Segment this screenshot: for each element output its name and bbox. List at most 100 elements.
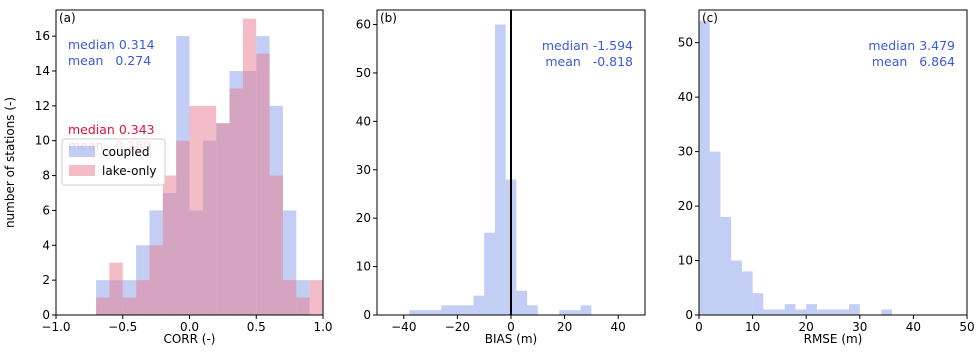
y-tick-label: 30 xyxy=(356,163,371,177)
y-tick-label: 40 xyxy=(356,114,371,128)
panel-c: 0 10 20 30 40 50 0 10 20 30 40 50 RMSE (m) (c) median … xyxy=(678,9,975,346)
bar-coupled xyxy=(527,305,538,315)
panel-label: (a) xyxy=(59,11,76,25)
y-tick-label: 0 xyxy=(42,308,50,322)
bar-coupled xyxy=(784,304,796,315)
legend-swatch-coupled xyxy=(69,146,95,157)
bar-lake-only xyxy=(122,297,137,315)
y-tick-label: 10 xyxy=(356,260,371,274)
bar-coupled xyxy=(881,309,892,315)
panel-label: (c) xyxy=(702,11,718,25)
bar-coupled xyxy=(473,295,485,315)
y-tick-label: 4 xyxy=(42,238,50,252)
bar-lake-only xyxy=(176,140,190,315)
bar-coupled xyxy=(849,304,860,315)
x-tick-label: 20 xyxy=(799,320,814,334)
panel-a: −1.0 −0.5 0.0 0.5 1.0 0 2 4 6 8 10 12 14 16 CORR (-) nu… xyxy=(3,9,333,346)
bar-coupled xyxy=(484,232,495,315)
y-tick-label: 30 xyxy=(678,145,693,159)
x-tick-label: 40 xyxy=(906,320,921,334)
stat-median: median 0.343 xyxy=(68,122,155,137)
bar-coupled xyxy=(806,304,817,315)
x-tick-label: 30 xyxy=(852,320,867,334)
panel-b: −40 −20 0 20 40 0 10 20 30 40 50 60 BIAS (m) (b) media… xyxy=(356,9,646,346)
bar-coupled xyxy=(763,309,775,315)
legend-label-coupled: coupled xyxy=(102,145,150,159)
stat-mean: mean 0.274 xyxy=(68,53,151,68)
x-tick-label: 0.0 xyxy=(180,320,199,334)
bar-coupled xyxy=(795,309,807,315)
bar-coupled xyxy=(731,260,742,315)
bar-lake-only xyxy=(189,105,203,315)
bar-coupled xyxy=(559,310,570,315)
y-axis-label: number of stations (-) xyxy=(3,97,17,228)
bar-coupled xyxy=(462,305,474,315)
stat-mean: mean -0.818 xyxy=(545,54,633,69)
plot-frame xyxy=(698,9,968,316)
bar-lake-only xyxy=(202,105,217,315)
bar-coupled xyxy=(752,293,764,315)
bar-lake-only xyxy=(136,280,150,315)
x-axis-label: RMSE (m) xyxy=(804,332,863,346)
y-tick-label: 20 xyxy=(678,199,693,213)
y-tick-label: 8 xyxy=(42,169,50,183)
x-tick-label: 0 xyxy=(507,320,515,334)
legend: coupled lake-only xyxy=(61,138,166,186)
stat-mean: mean 6.864 xyxy=(872,54,955,69)
bar-coupled xyxy=(419,310,431,315)
bar-coupled xyxy=(516,290,528,315)
x-tick-label: 20 xyxy=(557,320,572,334)
y-tick-label: 2 xyxy=(42,273,50,287)
bar-coupled xyxy=(741,271,753,315)
x-tick-label: 50 xyxy=(959,320,974,334)
y-tick-label: 50 xyxy=(678,36,693,50)
x-tick-label: −40 xyxy=(391,320,416,334)
x-tick-label: −0.5 xyxy=(108,320,137,334)
panel-label: (b) xyxy=(380,11,397,25)
y-tick-label: 14 xyxy=(35,64,50,78)
bar-coupled xyxy=(720,216,732,315)
x-tick-label: 0 xyxy=(695,320,703,334)
x-tick-label: 1.0 xyxy=(313,320,332,334)
bar-lake-only xyxy=(162,175,177,315)
y-tick-label: 16 xyxy=(35,29,50,43)
bar-lake-only xyxy=(282,280,297,315)
bar-coupled xyxy=(409,310,420,315)
bar-coupled xyxy=(774,309,785,315)
bar-lake-only xyxy=(96,297,110,315)
bar-coupled xyxy=(699,20,710,316)
bar-lake-only xyxy=(242,18,257,315)
bar-coupled xyxy=(838,309,850,315)
legend-label-lake-only: lake-only xyxy=(102,164,157,178)
bar-coupled xyxy=(441,305,453,315)
stat-median: median 0.314 xyxy=(68,37,155,52)
y-tick-label: 50 xyxy=(356,66,371,80)
stat-median: median 3.479 xyxy=(868,38,955,53)
bar-coupled xyxy=(569,310,581,315)
x-tick-label: 10 xyxy=(745,320,760,334)
x-tick-label: 0.5 xyxy=(247,320,266,334)
bar-lake-only xyxy=(256,53,270,315)
x-axis-label: CORR (-) xyxy=(163,332,215,346)
bar-lake-only xyxy=(109,262,123,315)
y-tick-label: 12 xyxy=(35,99,50,113)
bar-lake-only xyxy=(229,88,243,315)
bar-coupled xyxy=(430,310,442,315)
x-axis-label: BIAS (m) xyxy=(485,332,537,346)
bar-coupled xyxy=(494,24,506,316)
bar-lake-only xyxy=(296,297,310,315)
bar-coupled xyxy=(827,309,839,315)
y-tick-label: 6 xyxy=(42,203,50,217)
x-tick-label: −20 xyxy=(445,320,470,334)
bar-lake-only xyxy=(149,245,163,315)
legend-swatch-lake-only xyxy=(69,165,95,176)
y-tick-label: 10 xyxy=(35,134,50,148)
x-tick-label: 40 xyxy=(611,320,626,334)
y-tick-label: 10 xyxy=(678,254,693,268)
bar-coupled xyxy=(452,305,463,315)
y-tick-label: 0 xyxy=(685,308,693,322)
bar-lake-only xyxy=(309,280,323,315)
y-tick-label: 40 xyxy=(678,90,693,104)
y-tick-label: 20 xyxy=(356,211,371,225)
